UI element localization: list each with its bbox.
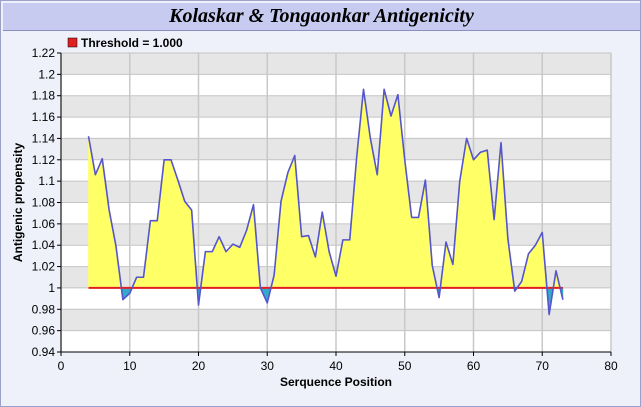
area-above-threshold — [473, 151, 481, 289]
x-tick-label: 10 — [123, 359, 137, 373]
y-tick-label: 1.04 — [32, 238, 56, 252]
area-above-threshold — [480, 149, 488, 289]
y-tick-label: 1.1 — [38, 174, 55, 188]
legend-swatch — [67, 37, 78, 48]
x-tick-label: 60 — [467, 359, 481, 373]
area-above-threshold — [390, 94, 399, 289]
area-above-threshold — [287, 155, 296, 289]
area-above-threshold — [150, 220, 158, 289]
x-tick-label: 20 — [192, 359, 206, 373]
area-above-threshold — [342, 239, 351, 289]
y-tick-label: 1.16 — [32, 110, 56, 124]
x-tick-label: 0 — [58, 359, 65, 373]
x-tick-label: 40 — [329, 359, 343, 373]
y-tick-label: 1.12 — [32, 153, 56, 167]
series-group — [87, 88, 564, 316]
y-axis-title: Antigenic propensity — [11, 143, 25, 263]
area-above-threshold — [95, 158, 103, 289]
x-tick-label: 70 — [536, 359, 550, 373]
area-above-threshold — [383, 89, 392, 289]
chart-title-bar: Kolaskar & Tongaonkar Antigenicity — [3, 3, 640, 31]
y-tick-label: 1.02 — [32, 260, 56, 274]
x-tick-label: 30 — [261, 359, 275, 373]
area-above-threshold — [205, 251, 213, 289]
area-above-threshold — [184, 200, 192, 289]
area-above-threshold — [301, 235, 309, 289]
tick-labels: 0.94 0.96 0.98 1 1.02 1.04 1.06 1.08 1.1 1.12 1.14… — [32, 46, 618, 373]
y-tick-label: 1.14 — [32, 131, 56, 145]
series-line — [87, 88, 564, 316]
area-above-threshold — [232, 243, 241, 289]
y-tick-label: 1.08 — [32, 196, 56, 210]
area-above-threshold — [163, 159, 172, 289]
y-tick-label: 0.96 — [32, 324, 56, 338]
y-tick-label: 1.22 — [32, 46, 56, 60]
y-tick-label: 1.18 — [32, 89, 56, 103]
y-tick-label: 0.94 — [32, 345, 56, 359]
y-tick-label: 0.98 — [32, 302, 56, 316]
y-tick-label: 1.2 — [38, 67, 55, 81]
legend: Threshold = 1.000 — [67, 36, 183, 50]
area-above-threshold — [466, 138, 474, 289]
x-axis-title: Serquence Position — [280, 375, 392, 389]
y-tick-label: 1.06 — [32, 217, 56, 231]
y-tick-label: 1 — [48, 281, 55, 295]
axes — [57, 52, 612, 356]
chart-title: Kolaskar & Tongaonkar Antigenicity — [169, 5, 474, 27]
x-tick-label: 50 — [398, 359, 412, 373]
area-above-threshold — [411, 217, 419, 289]
area-above-threshold — [136, 276, 144, 289]
legend-label: Threshold = 1.000 — [81, 36, 183, 50]
x-tick-label: 80 — [604, 359, 618, 373]
